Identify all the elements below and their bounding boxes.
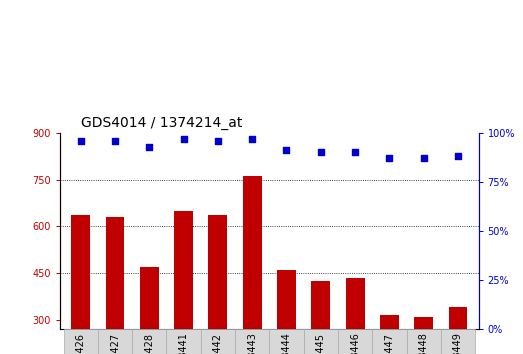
- FancyBboxPatch shape: [372, 329, 406, 354]
- Bar: [243, 176, 262, 354]
- FancyBboxPatch shape: [406, 329, 441, 354]
- Bar: [449, 307, 468, 354]
- Text: GDS4014 / 1374214_at: GDS4014 / 1374214_at: [81, 116, 243, 130]
- Text: GSM498448: GSM498448: [419, 332, 429, 354]
- Point: [351, 149, 359, 155]
- Text: GSM498449: GSM498449: [453, 332, 463, 354]
- Point: [214, 138, 222, 143]
- Bar: [277, 270, 296, 354]
- Bar: [346, 278, 365, 354]
- Bar: [414, 317, 433, 354]
- Point: [145, 144, 153, 149]
- Bar: [209, 215, 228, 354]
- Bar: [174, 211, 193, 354]
- Point: [76, 138, 85, 143]
- Text: GSM498426: GSM498426: [76, 332, 86, 354]
- Text: GSM498428: GSM498428: [144, 332, 154, 354]
- FancyBboxPatch shape: [304, 329, 338, 354]
- FancyBboxPatch shape: [64, 329, 98, 354]
- Point: [385, 155, 394, 161]
- Point: [111, 138, 119, 143]
- Bar: [140, 267, 159, 354]
- Text: GSM498443: GSM498443: [247, 332, 257, 354]
- Text: GSM498441: GSM498441: [179, 332, 189, 354]
- Text: GSM498445: GSM498445: [316, 332, 326, 354]
- Bar: [311, 281, 330, 354]
- Point: [282, 148, 291, 153]
- Text: GSM498444: GSM498444: [281, 332, 291, 354]
- Bar: [380, 315, 399, 354]
- FancyBboxPatch shape: [338, 329, 372, 354]
- Text: GSM498447: GSM498447: [384, 332, 394, 354]
- Point: [316, 149, 325, 155]
- FancyBboxPatch shape: [98, 329, 132, 354]
- Point: [179, 136, 188, 142]
- Point: [454, 154, 462, 159]
- FancyBboxPatch shape: [201, 329, 235, 354]
- FancyBboxPatch shape: [132, 329, 166, 354]
- Bar: [106, 217, 124, 354]
- FancyBboxPatch shape: [441, 329, 475, 354]
- Text: GSM498446: GSM498446: [350, 332, 360, 354]
- Point: [248, 136, 256, 142]
- Text: GSM498442: GSM498442: [213, 332, 223, 354]
- FancyBboxPatch shape: [269, 329, 304, 354]
- Bar: [71, 215, 90, 354]
- FancyBboxPatch shape: [166, 329, 201, 354]
- Point: [419, 155, 428, 161]
- Text: GSM498427: GSM498427: [110, 332, 120, 354]
- FancyBboxPatch shape: [235, 329, 269, 354]
